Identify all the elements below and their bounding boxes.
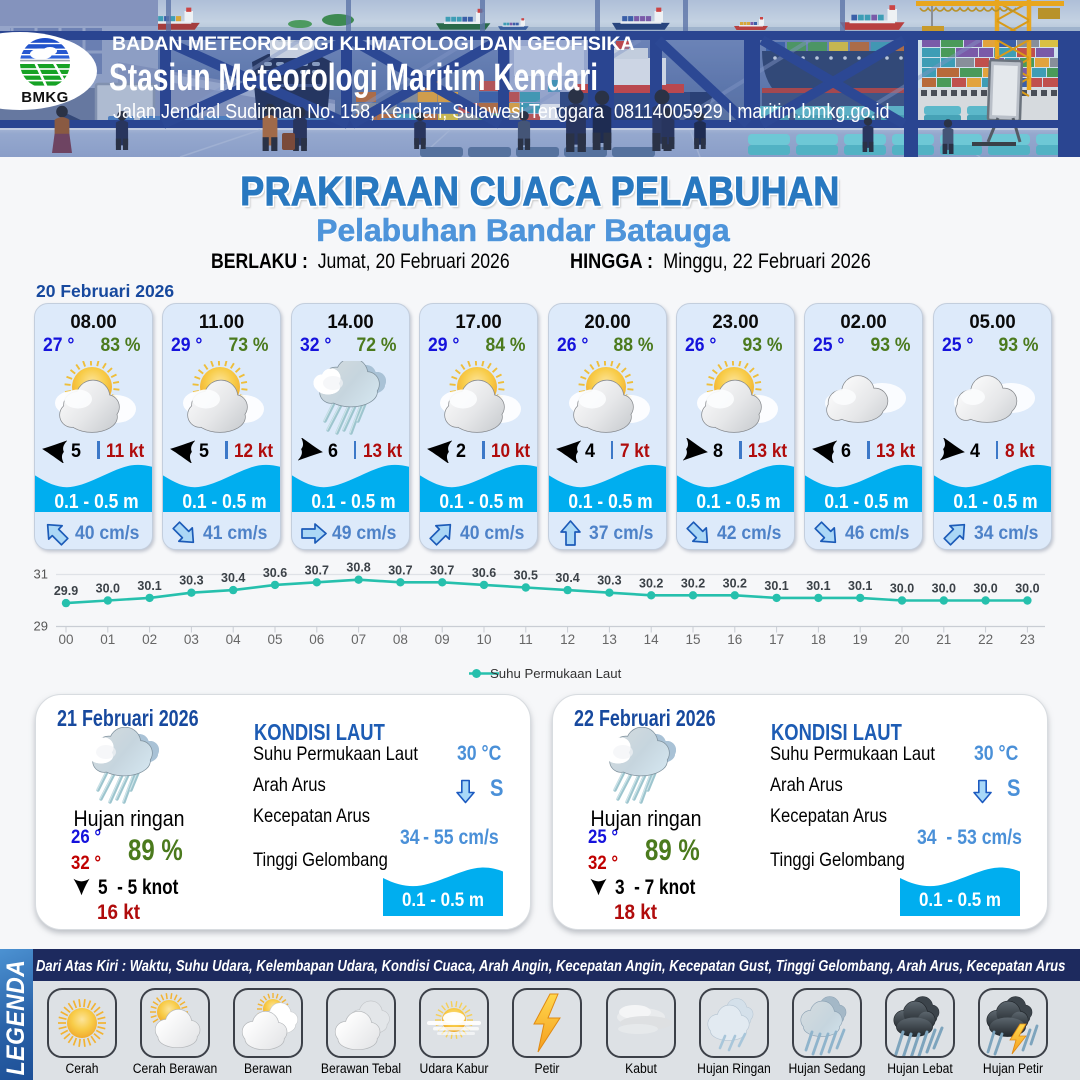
- svg-text:Suhu Permukaan Laut: Suhu Permukaan Laut: [490, 666, 622, 681]
- svg-text:30.0: 30.0: [96, 582, 120, 596]
- svg-text:12: 12: [560, 632, 575, 647]
- svg-text:30.7: 30.7: [305, 563, 329, 577]
- svg-text:29: 29: [34, 619, 48, 634]
- svg-text:23: 23: [1020, 632, 1035, 647]
- svg-text:06: 06: [309, 632, 324, 647]
- svg-text:17: 17: [769, 632, 784, 647]
- svg-text:30.6: 30.6: [263, 566, 287, 580]
- svg-text:00: 00: [58, 632, 73, 647]
- svg-text:16: 16: [727, 632, 742, 647]
- svg-text:BMKG: BMKG: [21, 89, 68, 106]
- svg-text:02: 02: [142, 632, 157, 647]
- svg-text:15: 15: [685, 632, 700, 647]
- svg-text:30.3: 30.3: [179, 574, 203, 588]
- svg-text:07: 07: [351, 632, 366, 647]
- svg-text:30.6: 30.6: [472, 566, 496, 580]
- svg-text:30.0: 30.0: [1015, 582, 1039, 596]
- svg-text:19: 19: [853, 632, 868, 647]
- svg-text:05: 05: [267, 632, 282, 647]
- svg-text:21: 21: [936, 632, 951, 647]
- svg-text:30.7: 30.7: [388, 563, 412, 577]
- svg-text:22: 22: [978, 632, 993, 647]
- svg-text:30.7: 30.7: [430, 563, 454, 577]
- svg-text:30.1: 30.1: [848, 579, 872, 593]
- svg-text:30.5: 30.5: [514, 569, 538, 583]
- svg-text:30.2: 30.2: [681, 576, 705, 590]
- svg-text:08: 08: [393, 632, 408, 647]
- svg-text:30.1: 30.1: [764, 579, 788, 593]
- svg-text:30.1: 30.1: [806, 579, 830, 593]
- svg-text:30.2: 30.2: [723, 576, 747, 590]
- svg-text:30.1: 30.1: [137, 579, 161, 593]
- svg-text:11: 11: [519, 632, 533, 647]
- svg-text:30.4: 30.4: [221, 571, 245, 585]
- svg-text:01: 01: [100, 632, 115, 647]
- svg-text:30.0: 30.0: [890, 582, 914, 596]
- svg-text:10: 10: [476, 632, 491, 647]
- svg-text:30.0: 30.0: [973, 582, 997, 596]
- svg-text:30.0: 30.0: [932, 582, 956, 596]
- svg-text:30.4: 30.4: [555, 571, 579, 585]
- svg-text:30.2: 30.2: [639, 576, 663, 590]
- svg-text:30.8: 30.8: [346, 561, 370, 575]
- svg-text:13: 13: [602, 632, 617, 647]
- svg-text:29.9: 29.9: [54, 584, 78, 598]
- svg-text:14: 14: [644, 632, 660, 647]
- svg-text:20: 20: [894, 632, 909, 647]
- svg-text:03: 03: [184, 632, 199, 647]
- svg-text:31: 31: [34, 567, 48, 582]
- svg-text:18: 18: [811, 632, 826, 647]
- svg-text:04: 04: [226, 632, 242, 647]
- svg-text:30.3: 30.3: [597, 574, 621, 588]
- svg-text:09: 09: [435, 632, 450, 647]
